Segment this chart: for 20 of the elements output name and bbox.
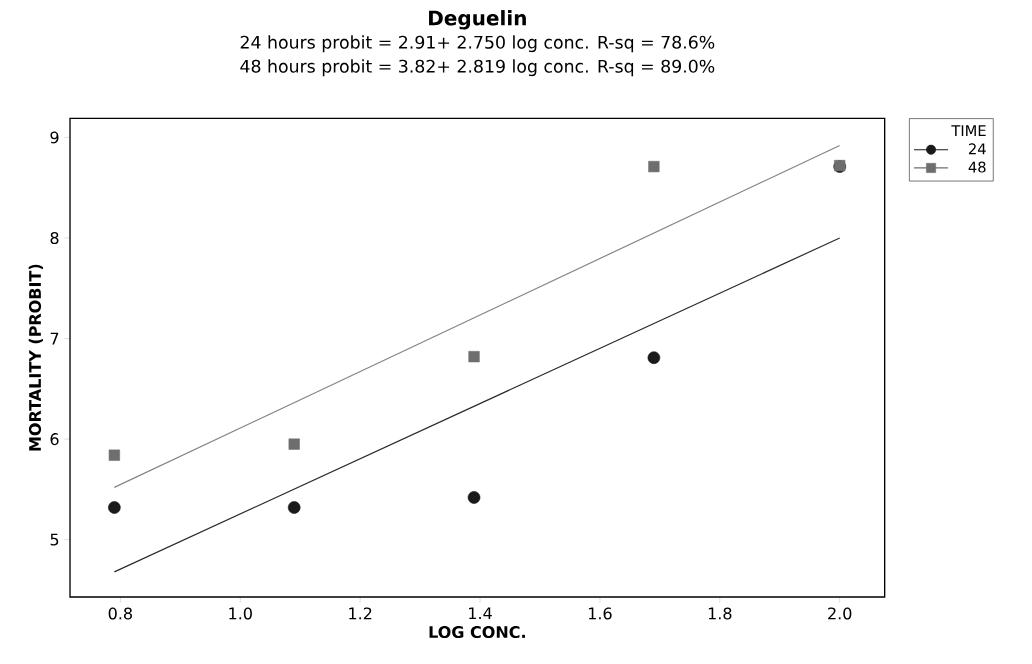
legend-label: 24 (968, 143, 986, 155)
x-tick-label: 2.0 (828, 607, 852, 620)
y-tick-label: 9 (50, 131, 59, 144)
y-tick-label: 5 (50, 533, 59, 546)
x-tick-label: 1.6 (588, 607, 612, 620)
x-tick-label: 0.8 (108, 607, 132, 620)
chart-subtitle: 24 hours probit = 2.91+ 2.750 log conc. R-sq = 78.6% (240, 35, 715, 53)
x-tick-label: 1.2 (349, 607, 372, 620)
x-tick-label: 1.4 (469, 607, 492, 620)
y-tick-label: 7 (50, 332, 59, 345)
y-tick-label: 8 (50, 231, 59, 245)
x-tick-label: 1.8 (708, 607, 732, 620)
y-axis-title: MORTALITY (PROBIT) (28, 264, 43, 451)
x-tick-label: 1.0 (229, 607, 252, 620)
text: 48 hours probit = 3.82+ 2.819 log conc. R-sq = 89.0% (240, 59, 715, 77)
y-tick-label: 6 (50, 433, 59, 446)
legend-label: 48 (968, 161, 986, 173)
legend-title: TIME (951, 125, 986, 136)
x-axis-title: LOG CONC. (429, 625, 525, 639)
chart-title: Deguelin (429, 10, 526, 30)
